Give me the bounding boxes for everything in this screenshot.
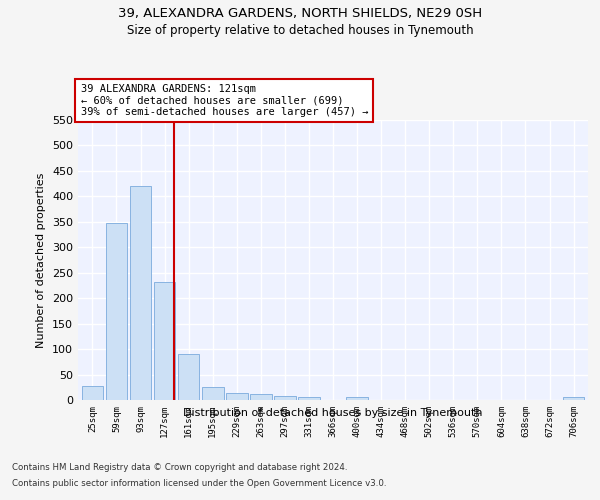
Bar xyxy=(82,386,103,400)
Bar xyxy=(250,394,272,400)
Bar xyxy=(202,388,224,400)
Text: Size of property relative to detached houses in Tynemouth: Size of property relative to detached ho… xyxy=(127,24,473,37)
Text: 39 ALEXANDRA GARDENS: 121sqm
← 60% of detached houses are smaller (699)
39% of s: 39 ALEXANDRA GARDENS: 121sqm ← 60% of de… xyxy=(80,84,368,117)
Bar xyxy=(226,393,248,400)
Bar xyxy=(154,282,175,400)
Bar xyxy=(346,398,368,400)
Bar xyxy=(130,186,151,400)
Bar xyxy=(563,398,584,400)
Text: Contains HM Land Registry data © Crown copyright and database right 2024.: Contains HM Land Registry data © Crown c… xyxy=(12,462,347,471)
Bar xyxy=(274,396,296,400)
Bar xyxy=(106,224,127,400)
Bar xyxy=(178,354,199,400)
Text: Distribution of detached houses by size in Tynemouth: Distribution of detached houses by size … xyxy=(183,408,483,418)
Text: 39, ALEXANDRA GARDENS, NORTH SHIELDS, NE29 0SH: 39, ALEXANDRA GARDENS, NORTH SHIELDS, NE… xyxy=(118,8,482,20)
Bar xyxy=(298,398,320,400)
Y-axis label: Number of detached properties: Number of detached properties xyxy=(37,172,46,348)
Text: Contains public sector information licensed under the Open Government Licence v3: Contains public sector information licen… xyxy=(12,479,386,488)
